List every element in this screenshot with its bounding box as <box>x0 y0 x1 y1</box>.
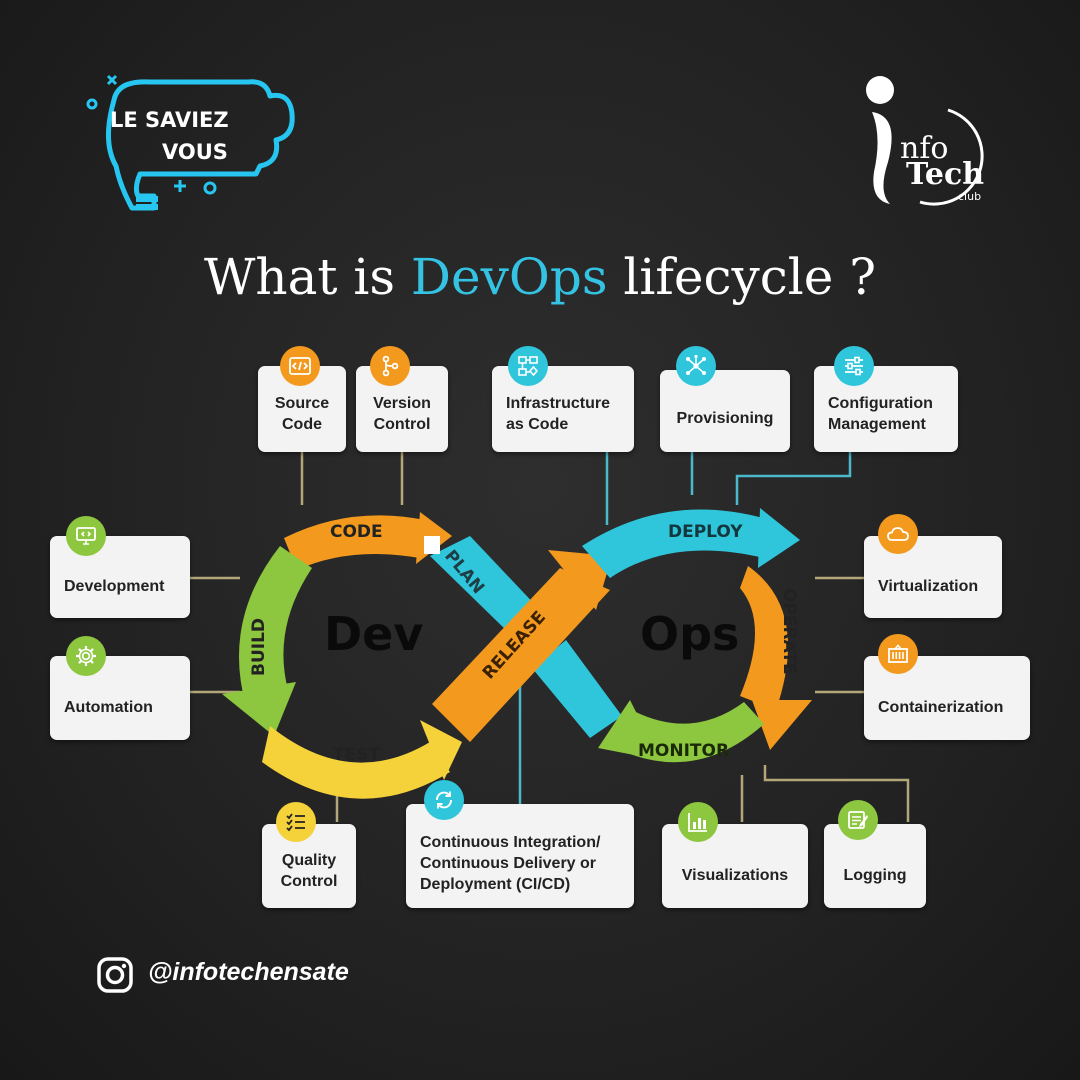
stage-test-arrow <box>262 726 450 799</box>
stage-test-label: TEST <box>333 745 380 765</box>
card-configuration-line-2: Management <box>828 416 926 433</box>
notepad-icon <box>838 800 878 840</box>
card-provisioning-line-1: Provisioning <box>676 409 774 427</box>
logo-nfo: nfo <box>900 131 949 166</box>
checklist-icon <box>276 802 316 842</box>
stage-deploy-arrow <box>582 509 770 578</box>
card-cicd: Continuous Integration/Continuous Delive… <box>406 804 634 908</box>
badge-text: LE SAVIEZ VOUS <box>110 104 229 168</box>
stage-build-label: BUILD <box>249 618 269 676</box>
card-source-code-line-2: Code <box>282 416 322 433</box>
title-highlight: DevOps <box>410 248 608 306</box>
card-quality-control: Quality Control <box>262 824 356 908</box>
branch-icon <box>370 346 410 386</box>
card-quality-line-1: Quality <box>281 852 337 869</box>
cloud-icon <box>878 514 918 554</box>
card-automation-line-1: Automation <box>64 698 153 716</box>
card-configuration-management: Configuration Management <box>814 366 958 452</box>
badge-le-saviez-vous: LE SAVIEZ VOUS <box>80 70 300 220</box>
card-infrastructure-line-2: as Code <box>506 416 569 433</box>
card-version-control-line-1: Version <box>373 395 431 412</box>
card-source-code-line-1: Source <box>274 395 330 412</box>
title-part-1: What is <box>203 248 411 306</box>
stage-code-label: CODE <box>330 522 383 542</box>
card-cicd-line-2: Continuous Delivery or <box>420 854 597 872</box>
stage-release-lower-teal <box>532 640 622 738</box>
logo-tech: Tech <box>906 157 984 192</box>
monitor-code-icon <box>66 516 106 556</box>
network-icon <box>676 346 716 386</box>
card-cicd-line-3: Deployment (CI/CD) <box>420 875 571 893</box>
page-title: What is DevOps lifecycle ? <box>0 248 1080 306</box>
stage-monitor-label: MONITOR <box>638 741 729 761</box>
badge-line-1: LE SAVIEZ <box>110 108 229 132</box>
logo-dot <box>866 76 894 104</box>
instagram-icon <box>96 956 134 994</box>
card-containerization-line-1: Containerization <box>878 698 1004 716</box>
card-logging: Logging <box>824 824 926 908</box>
stage-operate-label: OPERATE <box>779 588 799 675</box>
stage-plan-arrow <box>430 536 540 632</box>
card-provisioning: Provisioning <box>660 370 790 452</box>
code-icon <box>280 346 320 386</box>
stage-release-arrow <box>432 568 610 742</box>
instagram-handle[interactable]: @infotechensate <box>148 958 349 986</box>
card-visualizations-line-1: Visualizations <box>681 866 789 884</box>
dev-label: Dev <box>324 607 423 661</box>
card-cicd-line-1: Continuous Integration/ <box>420 833 601 851</box>
refresh-icon <box>424 780 464 820</box>
stage-deploy-label: DEPLOY <box>668 522 743 542</box>
lightbulb-icon <box>86 74 295 211</box>
ops-label: Ops <box>640 607 739 661</box>
card-version-control-line-2: Control <box>373 416 431 433</box>
title-part-2: lifecycle ? <box>607 248 877 306</box>
card-development-line-1: Development <box>64 577 165 595</box>
logo-club: club <box>958 190 981 203</box>
card-quality-line-2: Control <box>280 873 338 890</box>
container-icon <box>878 634 918 674</box>
bar-chart-icon <box>678 802 718 842</box>
stage-code-arrow <box>284 515 425 570</box>
sliders-icon <box>834 346 874 386</box>
infotech-logo: nfo Tech club <box>860 72 1000 212</box>
card-infrastructure-line-1: Infrastructure <box>506 395 611 412</box>
gear-icon <box>66 636 106 676</box>
stage-build-arrow <box>238 546 312 706</box>
badge-line-2: VOUS <box>162 140 228 164</box>
flowchart-icon <box>508 346 548 386</box>
card-virtualization-line-1: Virtualization <box>878 577 979 595</box>
stage-operate-arrow <box>740 566 789 710</box>
card-logging-line-1: Logging <box>843 866 907 884</box>
card-configuration-line-1: Configuration <box>828 395 933 412</box>
